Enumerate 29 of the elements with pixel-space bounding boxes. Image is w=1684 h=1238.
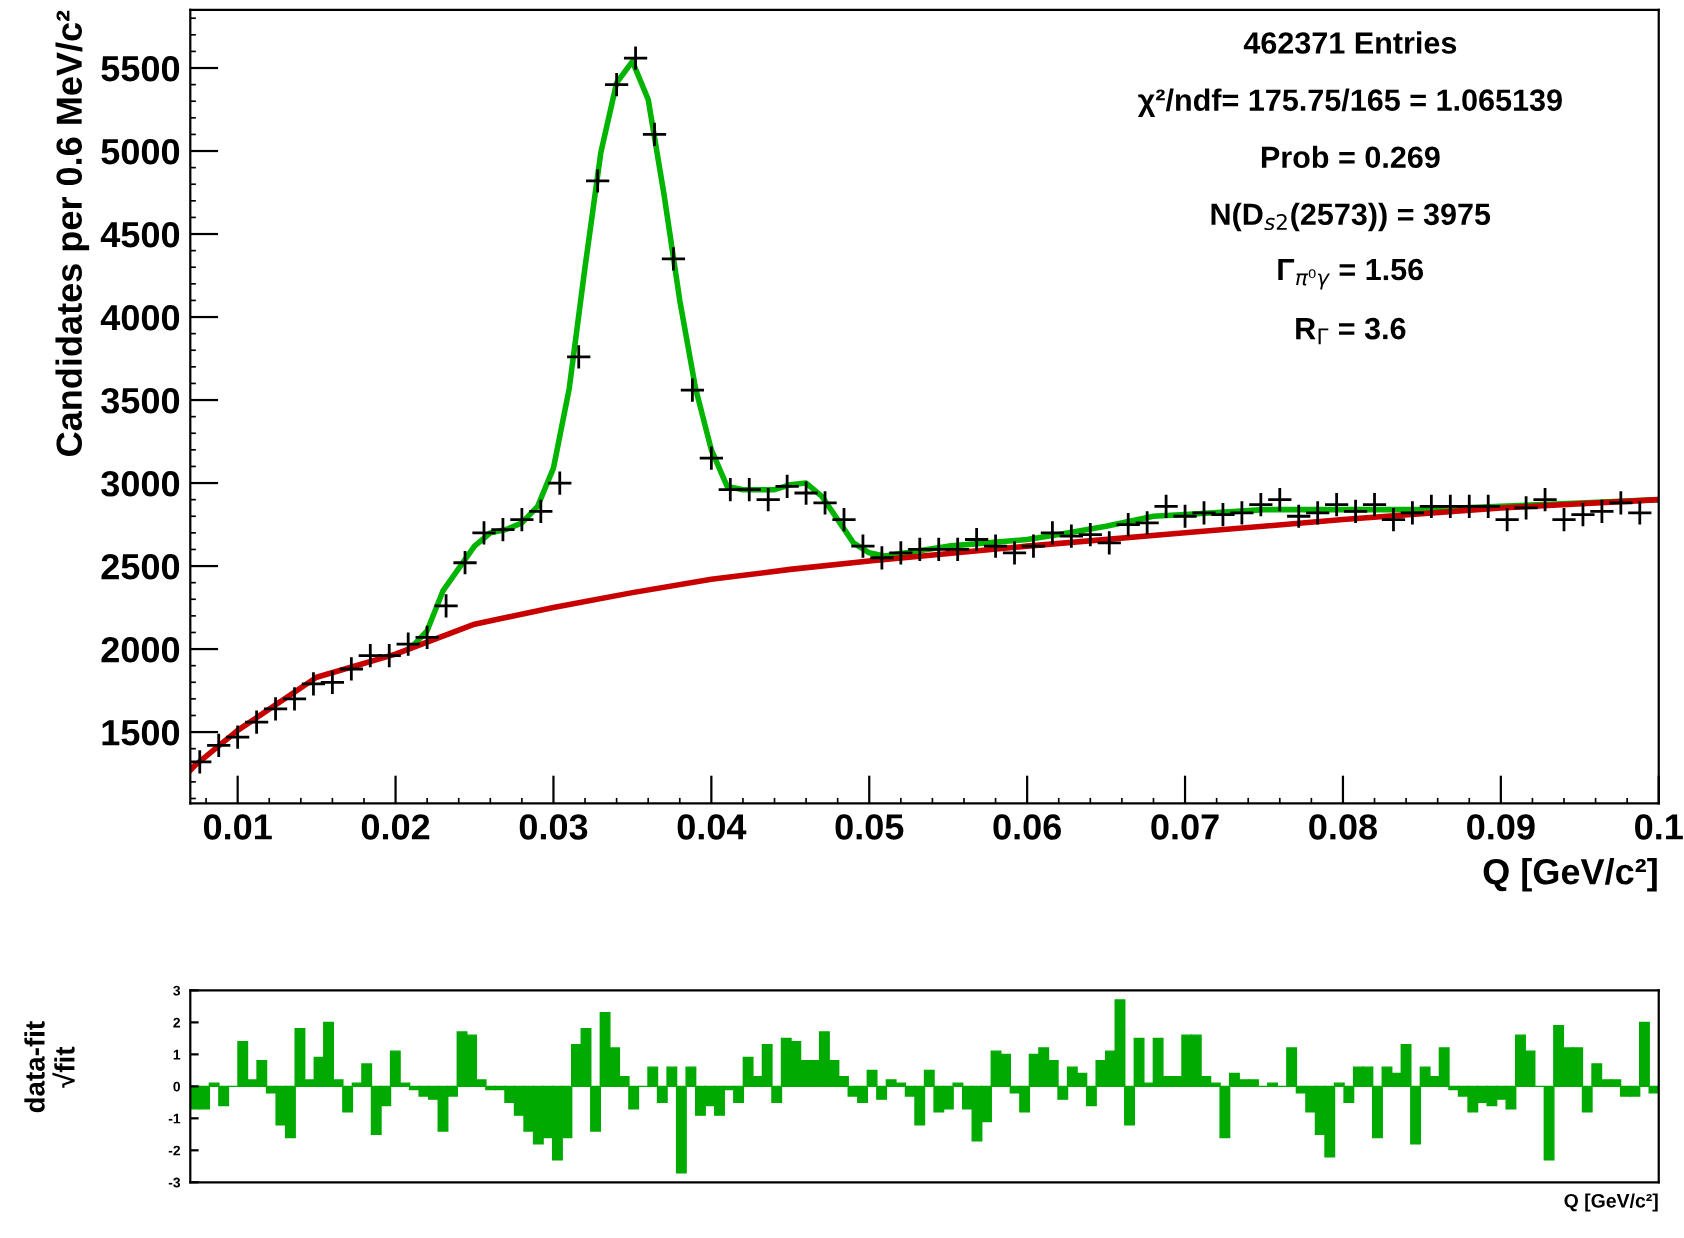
x-tick-label: 0.1	[1635, 814, 1683, 840]
annotation: χ²/ndf= 175.75/165 = 1.065139	[1137, 88, 1562, 117]
x-tick-label: 0.01	[203, 814, 272, 840]
y-tick-label: 2500	[101, 553, 180, 580]
x-tick-label: 0.09	[1467, 814, 1535, 840]
y-tick-label: 3000	[101, 470, 180, 497]
annotation: R$_{Γ}$ = 3.6	[1296, 317, 1406, 345]
x-tick-label: 0.06	[993, 814, 1061, 840]
annotation: N(D$_{s2}$(2573)) = 3975	[1211, 202, 1491, 232]
y-tick-label: 5000	[101, 138, 180, 165]
y-tick-label: 5500	[101, 55, 180, 82]
x-tick-label: 0.08	[1309, 814, 1377, 840]
annotation: Prob = 0.269	[1261, 145, 1440, 169]
x-tick-label: 0.02	[361, 814, 430, 840]
x-axis-title: Q [GeV/c²]	[1483, 857, 1657, 892]
y-tick-label: 1500	[102, 719, 180, 746]
y-tick-label: 4000	[100, 304, 180, 331]
x-tick-label: 0.07	[1151, 814, 1219, 840]
annotation: Γ$_{π⁰γ}$ = 1.56	[1278, 258, 1424, 290]
y-tick-label: 4500	[100, 221, 180, 248]
x-tick-label: 0.04	[677, 814, 747, 840]
x-tick-label: 0.03	[519, 814, 588, 840]
y-axis-title: data-fit √fit	[24, 1021, 75, 1113]
x-tick-label: 0.05	[835, 814, 904, 840]
y-tick-label: 3500	[101, 387, 180, 414]
annotation: 462371 Entries	[1243, 31, 1457, 54]
x-axis-title: Q [GeV/c²]	[1564, 1193, 1658, 1212]
y-axis-title: Candidates per 0.6 MeV/c²	[55, 10, 90, 456]
y-tick-label: 2000	[101, 636, 180, 663]
